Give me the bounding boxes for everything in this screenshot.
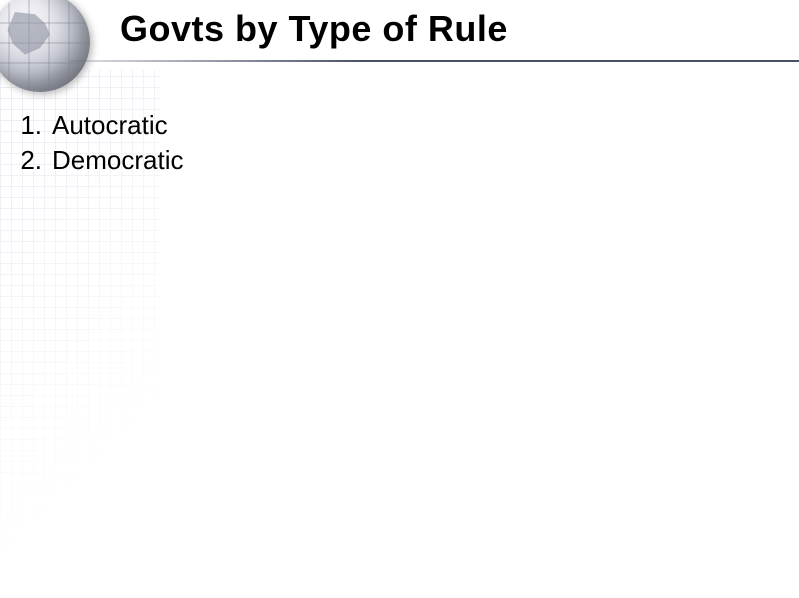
numbered-list: 1. Autocratic 2. Democratic: [18, 108, 759, 178]
globe-icon: [0, 0, 90, 92]
list-item: 1. Autocratic: [18, 108, 759, 143]
globe-decoration: [0, 0, 110, 112]
slide-title: Govts by Type of Rule: [120, 8, 779, 50]
list-number: 2.: [18, 143, 52, 178]
title-area: Govts by Type of Rule: [120, 8, 779, 50]
list-item: 2. Democratic: [18, 143, 759, 178]
title-underline: [70, 60, 799, 62]
list-number: 1.: [18, 108, 52, 143]
list-text: Autocratic: [52, 108, 759, 143]
content-area: 1. Autocratic 2. Democratic: [18, 108, 759, 178]
slide: Govts by Type of Rule 1. Autocratic 2. D…: [0, 0, 799, 598]
list-text: Democratic: [52, 143, 759, 178]
